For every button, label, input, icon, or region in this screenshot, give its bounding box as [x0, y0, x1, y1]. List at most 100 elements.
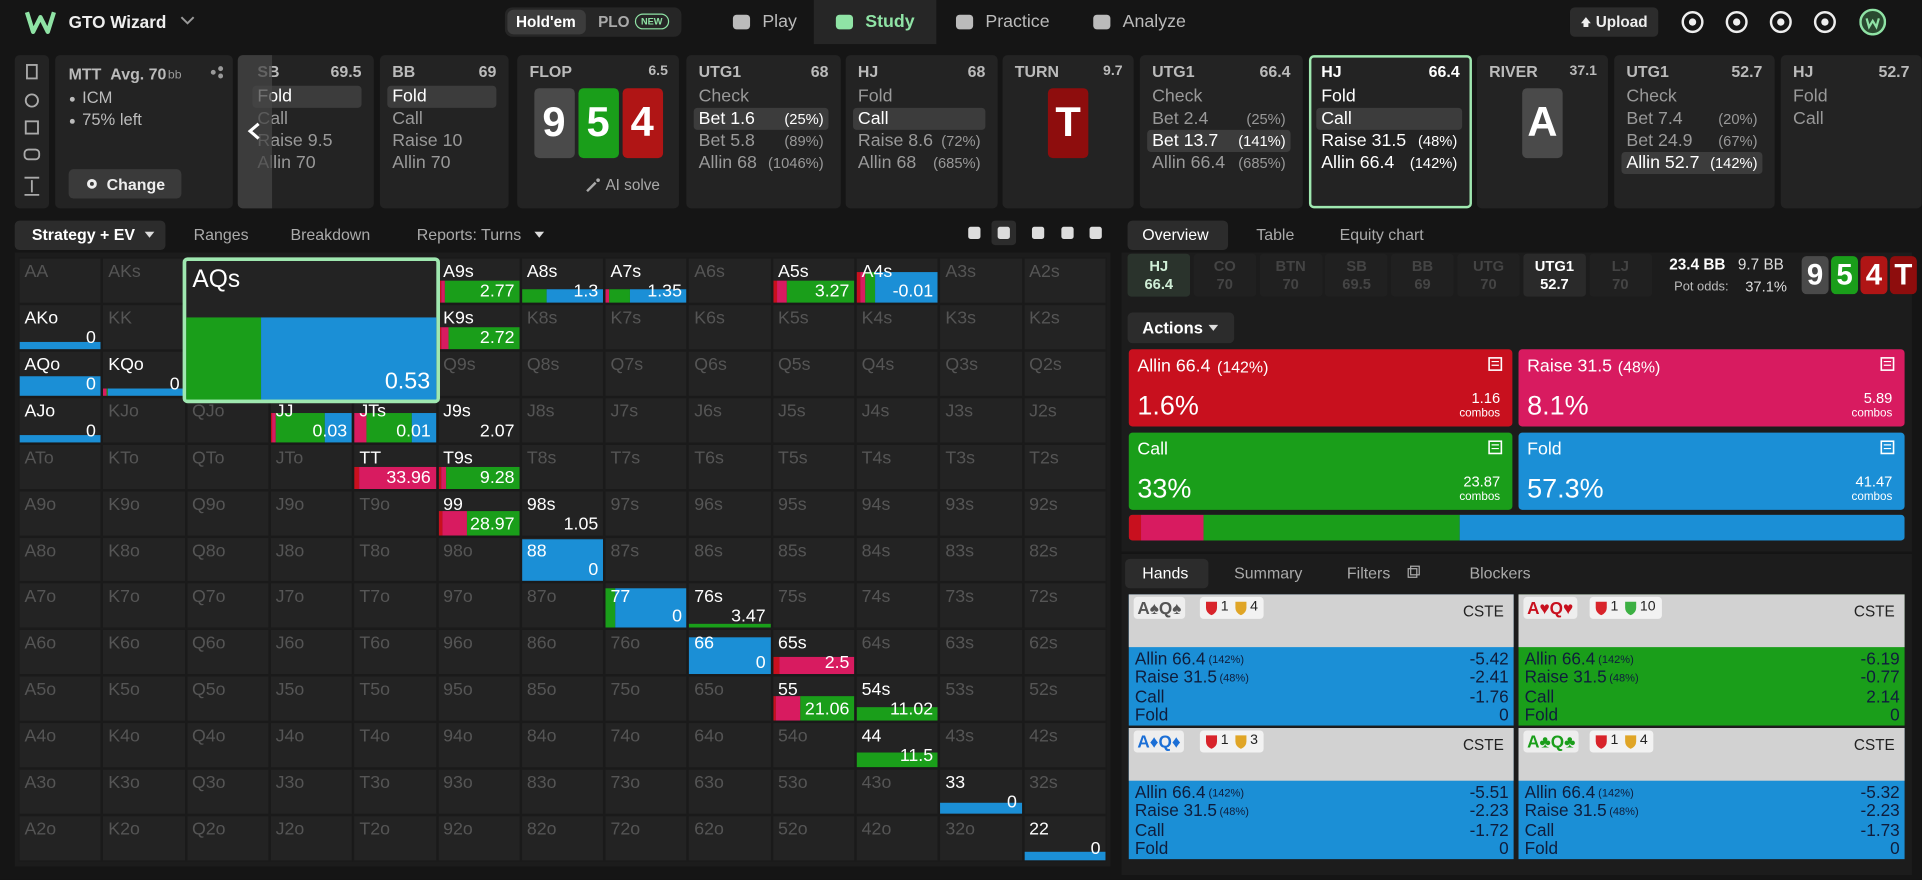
action-option[interactable]: Allin 66.4 (685%) [1147, 152, 1290, 174]
nav-item[interactable]: Practice [985, 12, 1050, 32]
hand-cell[interactable]: T2s [1022, 443, 1107, 490]
hand-cell[interactable]: A2s [1022, 257, 1107, 304]
position-box[interactable]: BTN 70 [1259, 253, 1322, 297]
hand-cell[interactable]: K8o [102, 536, 186, 583]
action-option[interactable]: Allin 68 (1046%) [694, 152, 829, 174]
action-option[interactable]: Allin 52.7 (142%) [1621, 151, 1763, 175]
hand-cell[interactable]: 92o [436, 815, 521, 862]
hand-cell[interactable]: 96o [436, 629, 521, 676]
hand-cell[interactable]: T3o [353, 768, 437, 816]
change-button[interactable]: Change [68, 169, 182, 199]
hand-cell[interactable]: 62s [1022, 629, 1107, 676]
hand-cell[interactable]: KJo [102, 396, 186, 444]
hand-cell[interactable]: A3s [939, 257, 1023, 304]
hand-cell[interactable]: Q5o [185, 675, 270, 723]
hand-cell[interactable]: J4s [855, 396, 940, 444]
hands-tab[interactable]: Blockers [1469, 563, 1531, 583]
hand-cell[interactable]: K8s [520, 303, 605, 351]
hand-cell[interactable]: T5o [353, 675, 437, 723]
hand-cell[interactable]: 86o [520, 629, 605, 676]
hand-cell[interactable]: Q2o [185, 815, 270, 862]
action-option[interactable]: Call [1788, 108, 1909, 130]
actions-menu[interactable]: Actions [1127, 312, 1235, 344]
hand-cell[interactable]: 52o [771, 815, 856, 862]
action-box[interactable]: Call 33% 23.87 combos [1128, 432, 1513, 510]
nav-item[interactable]: Study [865, 12, 915, 32]
hand-cell[interactable]: T8s [520, 443, 605, 490]
hand-cell[interactable]: 94o [436, 722, 521, 769]
hand-cell[interactable]: 93o [436, 768, 521, 816]
mode-button[interactable]: PLO [591, 10, 677, 35]
hand-cell[interactable]: 54o [771, 722, 856, 769]
hand-cell[interactable]: 84s [855, 536, 940, 583]
hand-cell[interactable]: 83s [939, 536, 1023, 583]
hand-cell[interactable]: Q9s [436, 350, 521, 397]
action-option[interactable]: Fold [387, 85, 497, 108]
hand-cell[interactable]: 98s 1.05 [520, 489, 605, 537]
action-option[interactable]: Fold [1316, 86, 1462, 108]
position-box[interactable]: LJ 70 [1589, 253, 1652, 297]
hand-cell[interactable]: 43o [855, 768, 940, 816]
hand-cell[interactable]: Q3o [185, 768, 270, 816]
hand-cell[interactable]: AKo 0 [18, 303, 103, 351]
action-icon[interactable] [1488, 440, 1503, 455]
hand-cell[interactable]: J7o [269, 582, 354, 630]
hand-cell[interactable]: 72o [604, 815, 689, 862]
position-box[interactable]: CO 70 [1193, 253, 1256, 297]
hand-cell[interactable]: JTs 0.01 [353, 396, 437, 444]
hand-cell[interactable]: AQo 0 [18, 350, 103, 397]
hand-cell[interactable]: K2s [1022, 303, 1107, 351]
nav-icon[interactable] [730, 11, 752, 33]
nav-item[interactable]: Play [762, 12, 797, 32]
hand-cell[interactable]: 75o [604, 675, 689, 723]
hand-cell[interactable]: 66 0 [688, 629, 772, 676]
hand-cell[interactable]: 73s [939, 582, 1023, 630]
hand-card[interactable]: A♥Q♥ 1 10 CSTE Allin 66.4 (142%) -6.19 Raise 31… [1518, 594, 1905, 726]
action-option[interactable]: Fold [1788, 86, 1909, 108]
hand-cell[interactable]: 74s [855, 582, 940, 630]
hand-cell[interactable]: 96s [688, 489, 772, 537]
hand-cell[interactable]: Q7s [604, 350, 689, 397]
header-icon[interactable] [1680, 10, 1705, 35]
action-option[interactable]: Bet 2.4 (25%) [1147, 108, 1290, 130]
hand-cell[interactable]: T7o [353, 582, 437, 630]
hand-cell[interactable]: 65s 2.5 [771, 629, 856, 676]
hand-cell[interactable]: 55 21.06 [771, 675, 856, 723]
action-icon[interactable] [1488, 357, 1503, 372]
action-option[interactable]: Bet 7.4 (20%) [1621, 108, 1762, 130]
hand-cell[interactable]: J3s [939, 396, 1023, 444]
hand-cell[interactable]: 53o [771, 768, 856, 816]
strategy-tab[interactable]: Reports: Turns [416, 225, 522, 244]
hand-cell[interactable]: A6s [688, 257, 772, 304]
hand-cell[interactable]: 22 0 [1022, 815, 1107, 862]
hand-cell[interactable]: 95o [436, 675, 521, 723]
hand-cell[interactable]: K7s [604, 303, 689, 351]
hand-card[interactable]: A♣Q♣ 1 4 CSTE Allin 66.4 (142%) -5.32 Raise 31.… [1518, 728, 1905, 860]
hand-cell[interactable]: 53s [939, 675, 1023, 723]
player-column[interactable]: BB 69 Fold Call Raise 10 Allin 70 [379, 55, 509, 209]
hand-cell[interactable]: J3o [269, 768, 354, 816]
hand-cell[interactable]: J9o [269, 489, 354, 537]
hand-cell[interactable]: 98o [436, 536, 521, 583]
hand-cell[interactable]: 44 11.5 [855, 722, 940, 769]
hand-cell[interactable]: A4s -0.01 [855, 257, 940, 304]
hand-cell[interactable]: ATo [18, 443, 103, 490]
share-icon[interactable] [210, 65, 225, 80]
hand-cell[interactable]: 76o [604, 629, 689, 676]
nav-icon[interactable] [833, 11, 855, 33]
action-option[interactable]: Raise 8.6 (72%) [853, 130, 985, 152]
overview-tab[interactable]: Equity chart [1339, 225, 1424, 244]
hand-cell[interactable]: A2o [18, 815, 103, 862]
hand-cell[interactable]: T3s [939, 443, 1023, 490]
hand-cell[interactable]: J6o [269, 629, 354, 676]
hand-cell[interactable]: T6s [688, 443, 772, 490]
hand-cell[interactable]: 75s [771, 582, 856, 630]
hand-cell[interactable]: KK [102, 303, 186, 351]
hand-cell[interactable]: K3o [102, 768, 186, 816]
hand-cell[interactable]: J5s [771, 396, 856, 444]
action-option[interactable]: Raise 9.5 [252, 130, 361, 152]
hand-cell[interactable]: A9s 2.77 [436, 257, 521, 304]
avatar[interactable] [1859, 8, 1887, 36]
position-box[interactable]: HJ 66.4 [1127, 253, 1191, 297]
hand-cell[interactable]: QJo [185, 396, 270, 444]
